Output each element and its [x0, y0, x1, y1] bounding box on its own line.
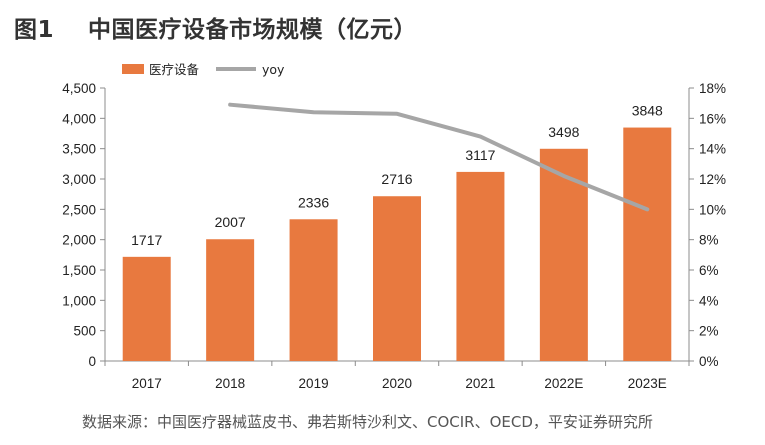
x-tick-label: 2021: [465, 376, 495, 391]
data-labels: 1717 2007 2336 2716 3117 3498 3848: [131, 103, 663, 248]
right-tick-label: 12%: [699, 172, 726, 187]
right-tick-label: 10%: [699, 202, 726, 217]
axes: 0 500 1,000 1,500 2,000 2,500 3,000 3,500 4,000 4…: [62, 81, 726, 391]
bars: [122, 127, 672, 362]
left-tick-label: 3,500: [62, 142, 96, 157]
bar: [623, 127, 672, 362]
x-tick-label: 2018: [215, 376, 245, 391]
legend-bar-swatch: [122, 64, 144, 74]
bar-value-label: 1717: [131, 232, 162, 248]
bar: [456, 171, 505, 361]
x-tick-label: 2019: [299, 376, 329, 391]
left-tick-label: 1,500: [62, 263, 96, 278]
left-tick-label: 1,000: [62, 293, 96, 308]
source-note: 数据来源：中国医疗器械蓝皮书、弗若斯特沙利文、COCIR、OECD，平安证券研究…: [82, 413, 653, 431]
bar-value-label: 2716: [381, 171, 412, 187]
right-tick-label: 8%: [699, 233, 719, 248]
right-tick-label: 6%: [699, 263, 719, 278]
left-tick-label: 3,000: [62, 172, 96, 187]
bar-value-label: 2007: [215, 214, 246, 230]
bar: [373, 196, 421, 361]
right-tick-label: 18%: [699, 81, 726, 96]
x-tick-label: 2023E: [628, 376, 667, 391]
left-tick-label: 4,500: [62, 81, 96, 96]
figure-title: 图1 中国医疗设备市场规模（亿元）: [14, 17, 418, 43]
bar: [289, 219, 338, 361]
legend-line-label: yoy: [262, 62, 285, 77]
bar-value-label: 2336: [298, 194, 329, 210]
right-tick-label: 16%: [699, 111, 726, 126]
chart: 医疗设备 yoy 0 500 1,000 1,500 2,000 2,500 3,000 3,…: [62, 62, 726, 391]
x-tick-label: 2017: [132, 376, 162, 391]
right-tick-label: 2%: [699, 324, 719, 339]
left-tick-label: 2,500: [62, 202, 96, 217]
bar: [122, 256, 171, 361]
bar-value-label: 3848: [632, 103, 663, 119]
right-tick-label: 4%: [699, 293, 719, 308]
left-tick-label: 4,000: [62, 111, 96, 126]
x-tick-label: 2020: [382, 376, 412, 391]
bar-value-label: 3117: [465, 147, 495, 163]
left-tick-label: 0: [88, 354, 96, 369]
left-tick-label: 500: [73, 324, 96, 339]
right-tick-label: 0%: [699, 354, 719, 369]
yoy-line: [228, 102, 650, 212]
left-tick-label: 2,000: [62, 233, 96, 248]
bar-value-label: 3498: [548, 124, 579, 140]
x-tick-label: 2022E: [544, 376, 583, 391]
yoy-line-group: [228, 102, 650, 212]
bar: [206, 239, 255, 361]
legend-bar-label: 医疗设备: [149, 62, 200, 77]
legend: 医疗设备 yoy: [122, 62, 285, 77]
right-tick-label: 14%: [699, 142, 726, 157]
